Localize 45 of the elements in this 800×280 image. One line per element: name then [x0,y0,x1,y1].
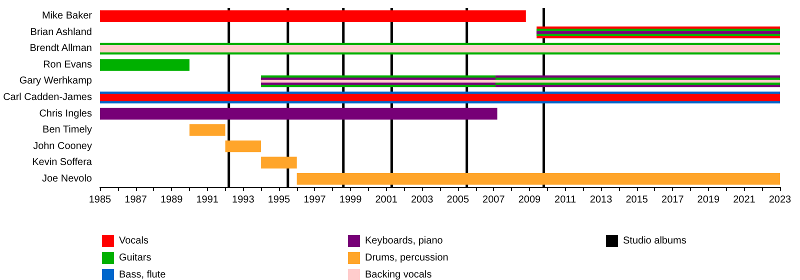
x-tick-label: 2007 [482,194,506,206]
y-tick-label: Kevin Soffera [32,157,92,168]
legend-label: Vocals [119,236,148,246]
x-tick-label: 2003 [410,194,434,206]
y-tick-label: Brendt Allman [30,43,92,54]
y-tick-label: Chris Ingles [39,108,92,120]
y-tick-label: Carl Cadden-James [3,92,92,103]
x-tick-label: 1987 [124,194,148,206]
x-tick-label: 1991 [196,194,219,206]
x-tick-label: 2005 [446,194,470,206]
legend-label: Guitars [119,252,152,264]
x-tick-label: 2011 [554,194,576,206]
x-tick-label: 2017 [662,194,684,206]
x-tick-label: 2021 [733,194,756,206]
legend-label: Drums, percussion [365,252,448,264]
x-tick-label: 2009 [518,194,542,206]
legend-label: Studio albums [623,236,686,246]
y-tick-label: Mike Baker [42,10,93,22]
x-tick-label: 1989 [160,194,184,206]
x-tick-label: 1997 [304,194,326,206]
bar [261,156,297,168]
bar [100,10,526,22]
y-tick-label: Joe Nevolo [42,173,92,184]
bar [225,140,262,152]
x-tick-label: 1985 [88,194,112,206]
x-tick-label: 1995 [268,194,291,206]
legend-label: Backing vocals [365,270,432,280]
bar [296,173,780,185]
y-tick-label: Ben Timely [42,124,92,136]
x-tick-label: 1993 [232,194,255,206]
legend-label: Keyboards, piano [365,236,444,246]
y-tick-label: John Cooney [33,140,92,152]
x-tick-label: 1999 [339,194,362,206]
x-tick-label: 2023 [768,194,792,206]
x-tick-label: 2001 [375,194,398,206]
y-tick-label: Gary Werhkamp [19,76,92,87]
bar [100,59,190,71]
x-tick-label: 2019 [697,194,720,206]
x-tick-label: 2013 [590,194,613,206]
y-tick-label: Brian Ashland [30,26,92,38]
y-tick-label: Ron Evans [43,59,92,70]
x-tick-label: 2015 [626,194,648,206]
bar [189,124,226,136]
legend-label: Bass, flute [119,270,166,280]
bar [100,108,498,120]
